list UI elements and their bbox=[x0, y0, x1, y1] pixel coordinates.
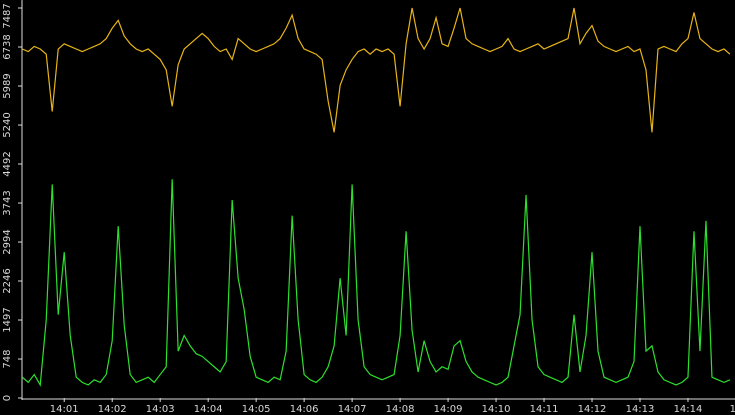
y-tick-label: 0 bbox=[2, 395, 13, 401]
x-tick-label: 14:03 bbox=[146, 404, 175, 415]
x-tick-label: 14:02 bbox=[98, 404, 127, 415]
y-tick-label: 5240 bbox=[2, 112, 13, 137]
x-tick-label: 14:09 bbox=[434, 404, 463, 415]
y-tick-label: 5989 bbox=[2, 73, 13, 98]
x-tick-label: 14:06 bbox=[290, 404, 319, 415]
x-tick-label: 14:08 bbox=[386, 404, 415, 415]
y-tick-label: 1497 bbox=[2, 307, 13, 332]
series-line bbox=[22, 7, 731, 133]
y-tick-label: 2246 bbox=[2, 268, 13, 293]
x-tick-label: 14:10 bbox=[482, 404, 511, 415]
y-tick-label: 2994 bbox=[2, 229, 13, 254]
y-tick-label: 748 bbox=[2, 349, 13, 368]
x-tick-label: 14:14 bbox=[674, 404, 703, 415]
y-tick-label: 3743 bbox=[2, 190, 13, 215]
y-tick-label: 4492 bbox=[2, 151, 13, 176]
series-line bbox=[21, 179, 731, 387]
x-tick-label: 14:01 bbox=[50, 404, 79, 415]
x-tick-label: 14:05 bbox=[242, 404, 271, 415]
y-tick-label: 6738 bbox=[2, 34, 13, 59]
x-tick-label: 14:04 bbox=[194, 404, 223, 415]
x-tick-label: 14:13 bbox=[626, 404, 655, 415]
x-tick-label: 14:11 bbox=[530, 404, 559, 415]
x-tick-label: 14:07 bbox=[338, 404, 367, 415]
y-tick-label: 7487 bbox=[2, 3, 13, 28]
x-tick-label: 14 bbox=[730, 404, 735, 415]
x-tick-label: 14:12 bbox=[578, 404, 607, 415]
